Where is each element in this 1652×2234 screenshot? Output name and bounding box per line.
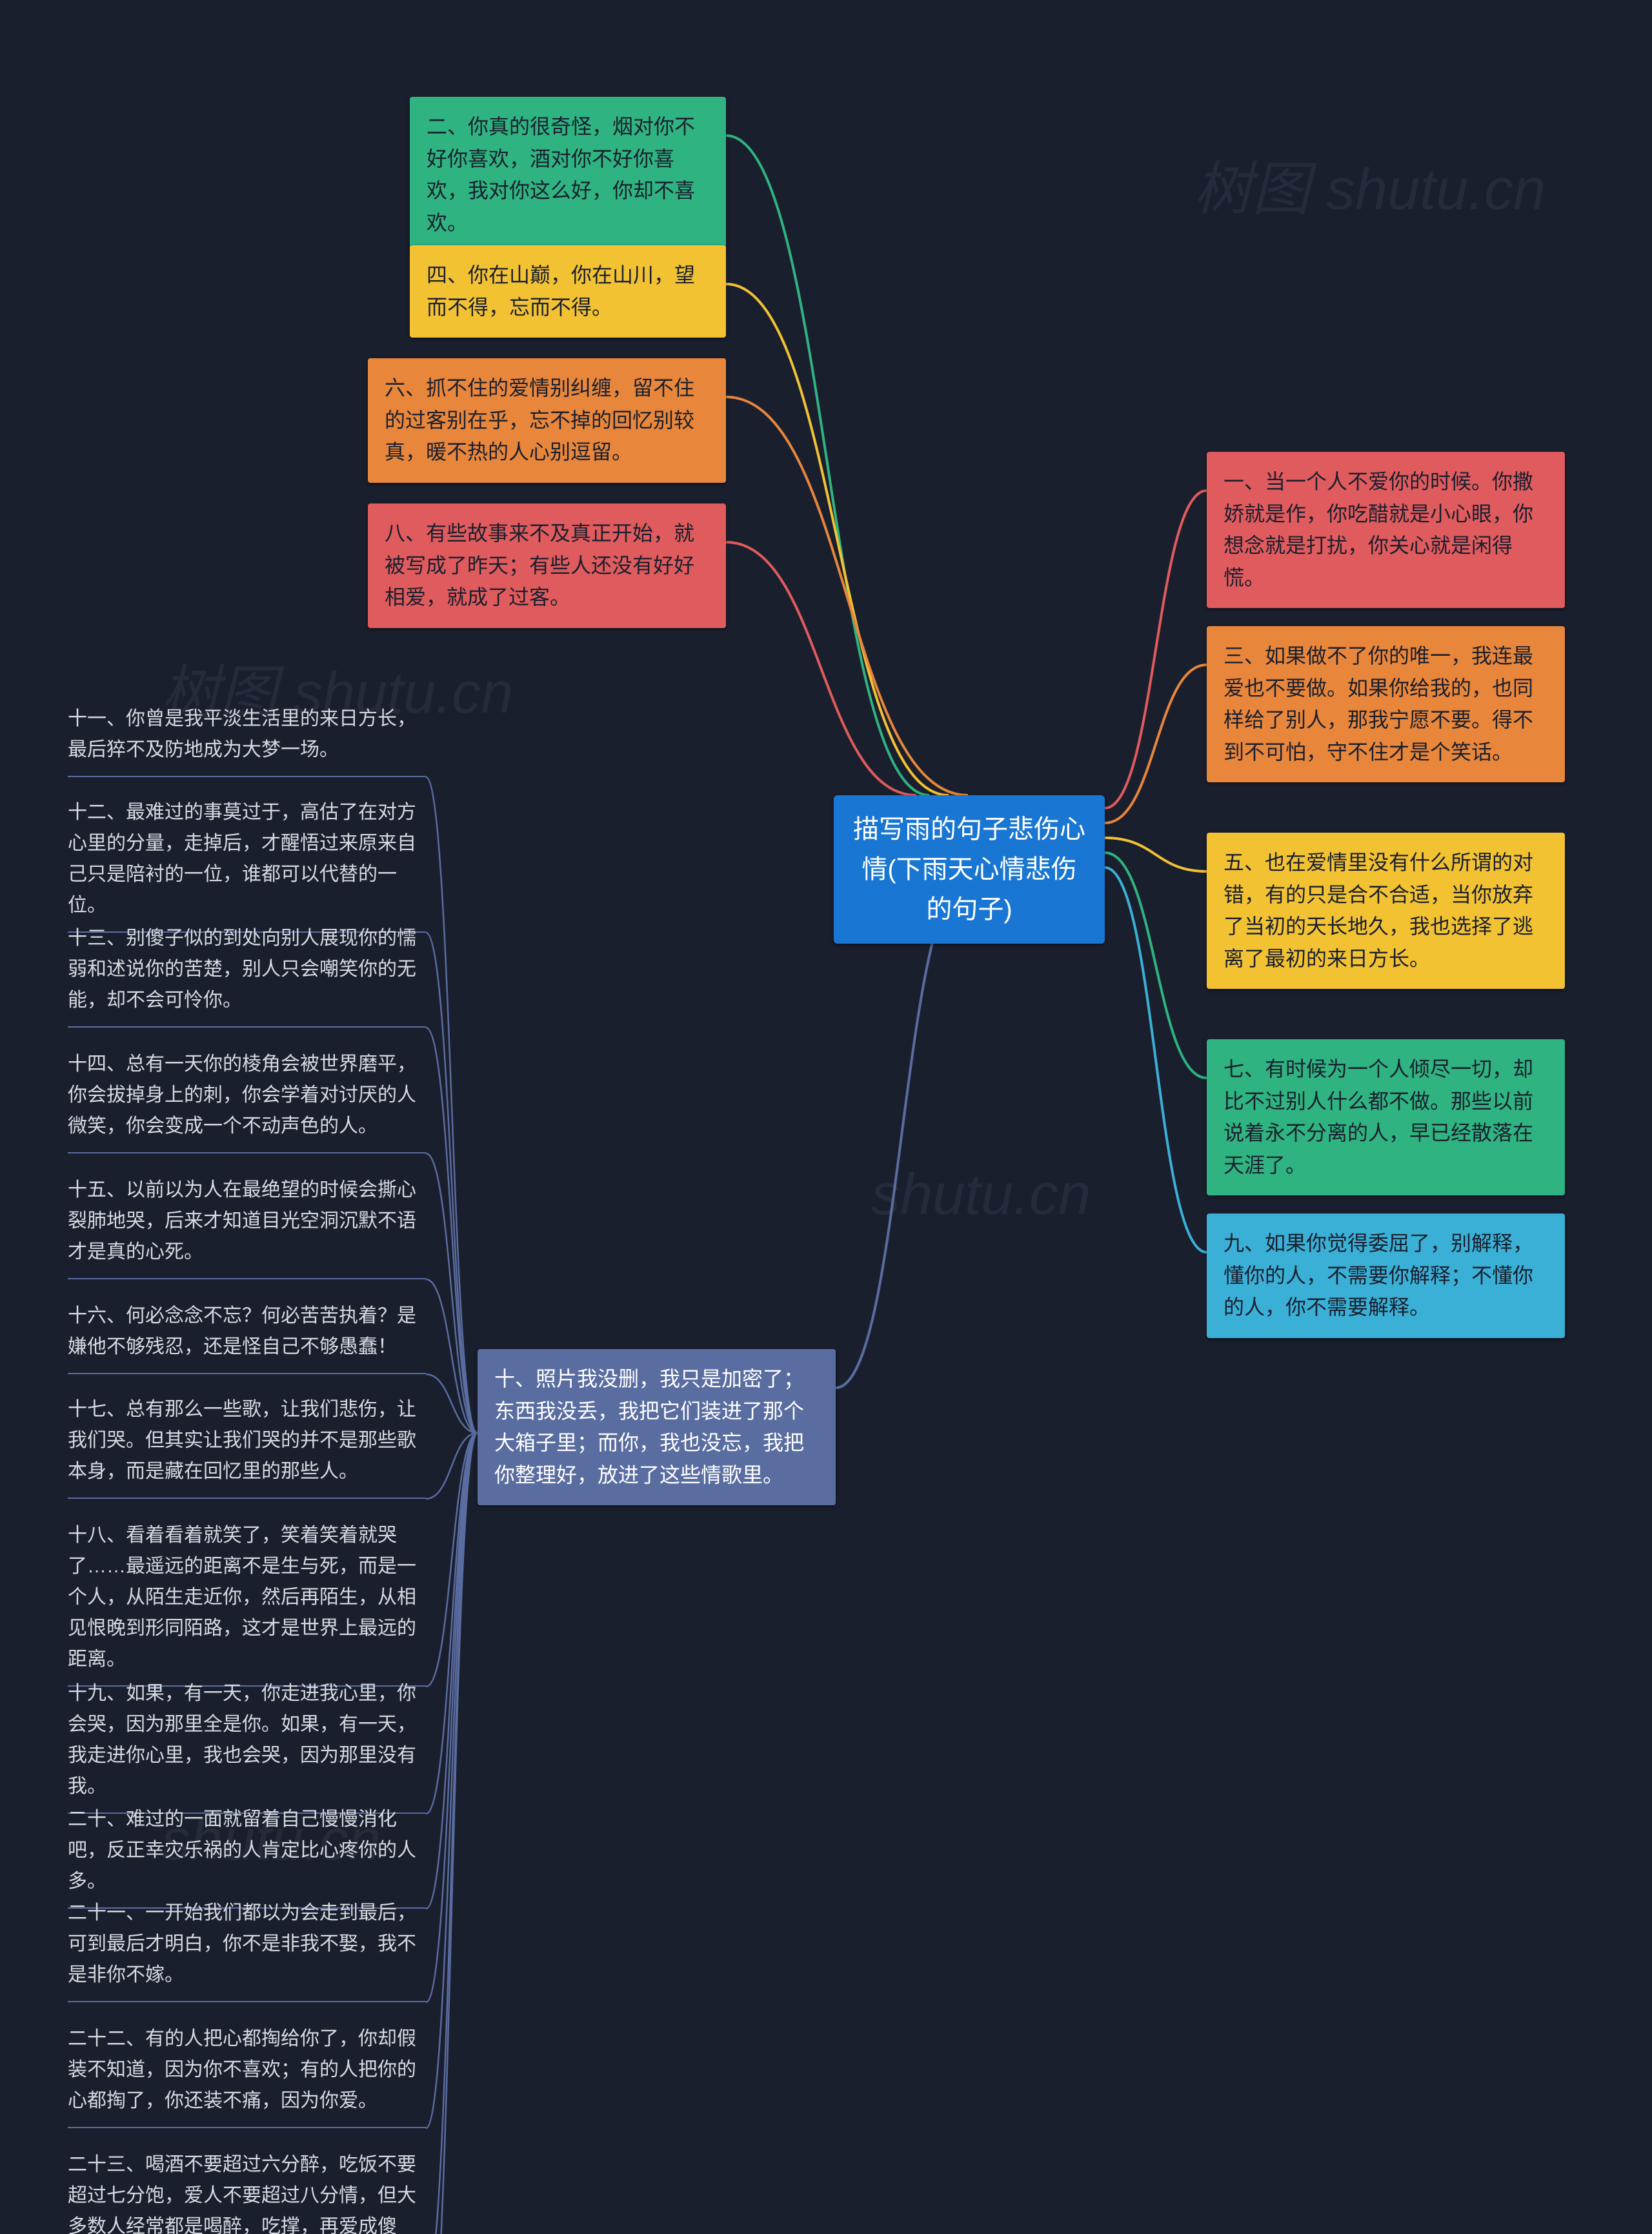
branch-node-n10[interactable]: 十、照片我没删，我只是加密了；东西我没丢，我把它们装进了那个大箱子里；而你，我也… (478, 1349, 836, 1505)
leaf-node-18[interactable]: 十八、看着看着就笑了，笑着笑着就哭了……最遥远的距离不是生与死，而是一个人，从陌… (68, 1520, 426, 1687)
watermark: 树图 shutu.cn (1194, 142, 1546, 226)
leaf-node-11[interactable]: 十一、你曾是我平淡生活里的来日方长，最后猝不及防地成为大梦一场。 (68, 704, 426, 777)
leaf-node-15[interactable]: 十五、以前以为人在最绝望的时候会撕心裂肺地哭，后来才知道目光空洞沉默不语才是真的… (68, 1175, 426, 1279)
leaf-node-22[interactable]: 二十二、有的人把心都掏给你了，你却假装不知道，因为你不喜欢；有的人把你的心都掏了… (68, 2024, 426, 2128)
branch-node-n3[interactable]: 三、如果做不了你的唯一，我连最爱也不要做。如果你给我的，也同样给了别人，那我宁愿… (1207, 626, 1565, 782)
branch-node-n9[interactable]: 九、如果你觉得委屈了，别解释，懂你的人，不需要你解释；不懂你的人，你不需要解释。 (1207, 1213, 1565, 1338)
branch-node-n8[interactable]: 八、有些故事来不及真正开始，就被写成了昨天；有些人还没有好好相爱，就成了过客。 (368, 503, 726, 628)
branch-node-n7[interactable]: 七、有时候为一个人倾尽一切，却比不过别人什么都不做。那些以前说着永不分离的人，早… (1207, 1039, 1565, 1195)
center-node[interactable]: 描写雨的句子悲伤心情(下雨天心情悲伤的句子) (834, 795, 1105, 944)
leaf-node-20[interactable]: 二十、难过的一面就留着自己慢慢消化吧，反正幸灾乐祸的人肯定比心疼你的人多。 (68, 1804, 426, 1909)
branch-node-n2[interactable]: 二、你真的很奇怪，烟对你不好你喜欢，酒对你不好你喜欢，我对你这么好，你却不喜欢。 (410, 97, 726, 253)
branch-node-n1[interactable]: 一、当一个人不爱你的时候。你撒娇就是作，你吃醋就是小心眼，你想念就是打扰，你关心… (1207, 452, 1565, 608)
branch-node-n4[interactable]: 四、你在山巅，你在山川，望而不得，忘而不得。 (410, 245, 726, 338)
leaf-node-16[interactable]: 十六、何必念念不忘？何必苦苦执着？是嫌他不够残忍，还是怪自己不够愚蠢！ (68, 1301, 426, 1374)
watermark: shutu.cn (871, 1162, 1091, 1228)
leaf-node-13[interactable]: 十三、别傻子似的到处向别人展现你的懦弱和述说你的苦楚，别人只会嘲笑你的无能，却不… (68, 923, 426, 1028)
branch-node-n5[interactable]: 五、也在爱情里没有什么所谓的对错，有的只是合不合适，当你放弃了当初的天长地久，我… (1207, 833, 1565, 989)
leaf-node-14[interactable]: 十四、总有一天你的棱角会被世界磨平，你会拔掉身上的刺，你会学着对讨厌的人微笑，你… (68, 1049, 426, 1153)
branch-node-n6[interactable]: 六、抓不住的爱情别纠缠，留不住的过客别在乎，忘不掉的回忆别较真，暖不热的人心别逗… (368, 358, 726, 483)
leaf-node-17[interactable]: 十七、总有那么一些歌，让我们悲伤，让我们哭。但其实让我们哭的并不是那些歌本身，而… (68, 1394, 426, 1499)
leaf-node-23[interactable]: 二十三、喝酒不要超过六分醉，吃饭不要超过七分饱，爱人不要超过八分情，但大多数人经… (68, 2149, 426, 2234)
leaf-node-12[interactable]: 十二、最难过的事莫过于，高估了在对方心里的分量，走掉后，才醒悟过来原来自己只是陪… (68, 797, 426, 933)
mindmap-canvas: 树图 shutu.cn树图 shutu.cnshutu.cnshutu.cn描写… (0, 0, 1652, 2234)
leaf-node-19[interactable]: 十九、如果，有一天，你走进我心里，你会哭，因为那里全是你。如果，有一天，我走进你… (68, 1678, 426, 1814)
leaf-node-21[interactable]: 二十一、一开始我们都以为会走到最后，可到最后才明白，你不是非我不娶，我不是非你不… (68, 1898, 426, 2002)
